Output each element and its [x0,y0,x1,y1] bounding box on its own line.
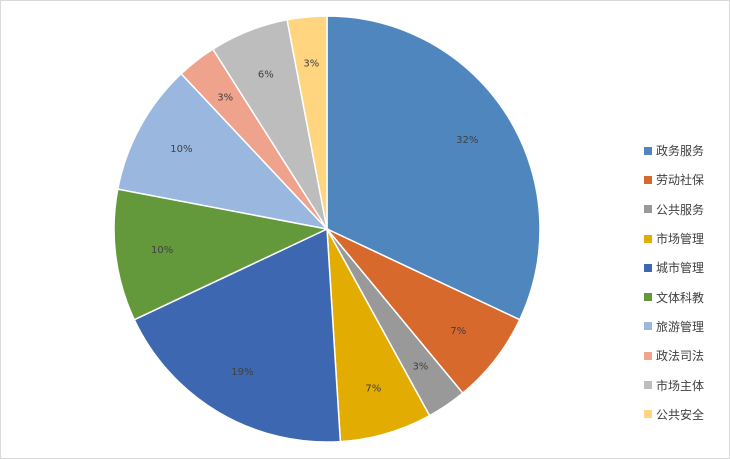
legend-item-4: 市场管理 [644,224,728,253]
slice-label-7: 10% [170,144,192,155]
chart-legend: 政务服务劳动社保公共服务市场管理城市管理文体科教旅游管理政法司法市场主体公共安全 [644,136,728,429]
legend-swatch-3 [644,205,652,214]
legend-label-6: 文体科教 [656,290,705,305]
legend-item-6: 文体科教 [644,282,728,311]
pie-slices [113,15,541,443]
slice-label-2: 7% [450,326,466,337]
slice-label-9: 6% [258,70,274,81]
legend-label-8: 政法司法 [656,349,705,364]
pie-slice-6 [113,188,330,321]
slice-label-10: 3% [303,59,319,70]
legend-item-2: 劳动社保 [644,165,728,194]
slice-label-5: 19% [231,367,253,378]
slice-label-8: 3% [217,93,233,104]
legend-item-8: 政法司法 [644,341,728,370]
slice-label-3: 3% [412,361,428,372]
legend-swatch-9 [644,381,652,390]
legend-label-1: 政务服务 [656,144,705,159]
pie-slice-10 [286,15,328,230]
slice-label-4: 7% [365,384,381,395]
legend-label-9: 市场主体 [656,378,705,393]
slice-label-6: 10% [151,245,173,256]
legend-swatch-1 [644,146,652,155]
legend-item-5: 城市管理 [644,253,728,282]
legend-item-7: 旅游管理 [644,312,728,341]
legend-label-10: 公共安全 [656,407,705,422]
pie-slice-5 [133,227,342,443]
legend-label-5: 城市管理 [656,261,705,276]
legend-swatch-4 [644,234,652,243]
legend-label-4: 市场管理 [656,232,705,247]
slice-label-1: 32% [456,135,478,146]
legend-swatch-10 [644,410,652,419]
pie-slice-7 [116,72,330,231]
pie-data-labels: 32% 7% 3% 7% 19% 10% 10% 3% 6% 3% [151,59,478,395]
legend-item-9: 市场主体 [644,370,728,399]
pie-slice-1 [326,15,541,321]
legend-swatch-8 [644,351,652,360]
legend-item-3: 公共服务 [644,195,728,224]
legend-swatch-6 [644,293,652,302]
legend-item-1: 政务服务 [644,136,728,165]
legend-item-10: 公共安全 [644,400,728,429]
legend-swatch-5 [644,263,652,272]
legend-label-3: 公共服务 [656,202,705,217]
legend-label-2: 劳动社保 [656,173,705,188]
legend-swatch-7 [644,322,652,331]
legend-swatch-2 [644,175,652,184]
legend-label-7: 旅游管理 [656,319,705,334]
